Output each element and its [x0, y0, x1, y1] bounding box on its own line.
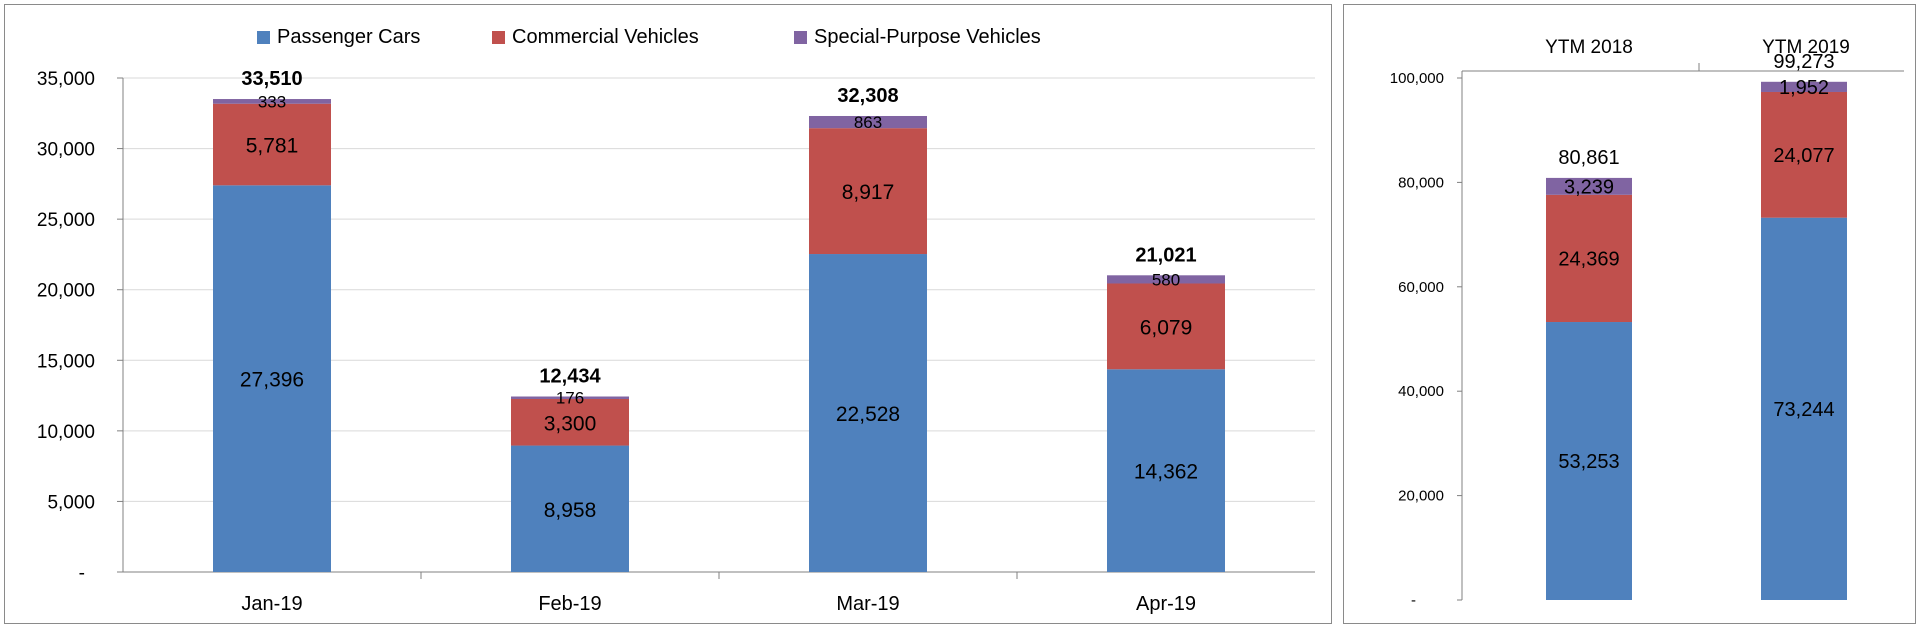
total-label-ytm-2018: 80,861	[1558, 147, 1619, 169]
bar-passenger-cars-apr-19	[1107, 369, 1225, 572]
bar-commercial-vehicles-jan-19	[213, 103, 331, 186]
ytm-chart-panel: - 20,000 40,000 60,000 80,000 100,000 53,253 24…	[1343, 4, 1916, 624]
total-label-feb-19: 12,434	[539, 366, 601, 388]
data-label-passenger-cars-ytm-2018: 53,253	[1558, 451, 1619, 473]
legend-swatch-passenger-cars	[257, 31, 270, 44]
y-tick-label: 80,000	[1398, 174, 1444, 191]
total-label-apr-19: 21,021	[1135, 244, 1196, 266]
data-label-passenger-cars-feb-19: 8,958	[544, 499, 597, 522]
bar-commercial-vehicles-ytm-2018	[1546, 194, 1632, 323]
y-tick-label: 10,000	[37, 422, 95, 443]
data-label-commercial-vehicles-ytm-2018: 24,369	[1558, 248, 1619, 270]
monthly-sales-chart: Passenger Cars Commercial Vehicles Special…	[37, 26, 1315, 615]
data-label-passenger-cars-ytm-2019: 73,244	[1773, 399, 1834, 421]
total-label-jan-19: 33,510	[241, 68, 302, 90]
data-label-commercial-vehicles-feb-19: 3,300	[544, 412, 597, 435]
y-tick-label: 25,000	[37, 210, 95, 231]
bar-special-purpose-vehicles-apr-19	[1107, 275, 1225, 284]
bar-special-purpose-vehicles-feb-19	[511, 396, 629, 399]
ytm-sales-chart: - 20,000 40,000 60,000 80,000 100,000 53,253 24…	[1390, 37, 1904, 609]
data-label-commercial-vehicles-ytm-2019: 24,077	[1773, 145, 1834, 167]
data-label-special-purpose-vehicles-mar-19: 863	[854, 113, 882, 132]
data-label-commercial-vehicles-mar-19: 8,917	[842, 181, 895, 204]
x-tick-label-apr-19: Apr-19	[1136, 593, 1196, 615]
data-label-passenger-cars-jan-19: 27,396	[240, 369, 304, 392]
bar-commercial-vehicles-ytm-2019	[1761, 91, 1847, 218]
legend-label-special-purpose-vehicles: Special-Purpose Vehicles	[814, 26, 1041, 48]
bar-commercial-vehicles-mar-19	[809, 128, 927, 255]
monthly-chart-panel: Passenger Cars Commercial Vehicles Special…	[4, 4, 1332, 624]
data-label-commercial-vehicles-apr-19: 6,079	[1140, 316, 1193, 339]
bar-passenger-cars-feb-19	[511, 445, 629, 572]
total-label-ytm-2019: 99,273	[1773, 51, 1834, 73]
legend-swatch-special-purpose-vehicles	[794, 31, 807, 44]
y-tick-label: 15,000	[37, 351, 95, 372]
y-tick-label: 35,000	[37, 69, 95, 90]
data-label-special-purpose-vehicles-ytm-2018: 3,239	[1564, 176, 1614, 198]
data-label-special-purpose-vehicles-jan-19: 333	[258, 92, 286, 111]
bar-commercial-vehicles-apr-19	[1107, 283, 1225, 370]
data-label-commercial-vehicles-jan-19: 5,781	[246, 135, 299, 158]
data-label-passenger-cars-mar-19: 22,528	[836, 403, 900, 426]
bar-commercial-vehicles-feb-19	[511, 398, 629, 446]
y-tick-label: -	[79, 563, 85, 584]
legend-label-commercial-vehicles: Commercial Vehicles	[512, 26, 699, 48]
y-tick-label: -	[1411, 592, 1416, 609]
x-tick-label-mar-19: Mar-19	[836, 593, 899, 615]
bar-special-purpose-vehicles-mar-19	[809, 115, 927, 129]
y-tick-label: 100,000	[1390, 70, 1444, 87]
bar-special-purpose-vehicles-ytm-2018	[1546, 177, 1632, 195]
x-tick-label-ytm-2019: YTM 2019	[1762, 37, 1850, 58]
y-tick-label: 20,000	[1398, 488, 1444, 505]
bar-special-purpose-vehicles-ytm-2019	[1761, 81, 1847, 92]
y-tick-label: 30,000	[37, 140, 95, 161]
x-tick-label-feb-19: Feb-19	[538, 593, 601, 615]
y-tick-label: 60,000	[1398, 279, 1444, 296]
data-label-special-purpose-vehicles-feb-19: 176	[556, 389, 584, 408]
bar-passenger-cars-ytm-2019	[1761, 217, 1847, 600]
y-tick-label: 5,000	[47, 492, 95, 513]
data-label-special-purpose-vehicles-ytm-2019: 1,952	[1779, 77, 1829, 99]
total-label-mar-19: 32,308	[837, 85, 898, 107]
legend-label-passenger-cars: Passenger Cars	[277, 26, 420, 48]
data-label-special-purpose-vehicles-apr-19: 580	[1152, 270, 1180, 289]
bar-passenger-cars-jan-19	[213, 185, 331, 573]
legend-swatch-commercial-vehicles	[492, 31, 505, 44]
x-tick-label-ytm-2018: YTM 2018	[1545, 37, 1633, 58]
bar-passenger-cars-ytm-2018	[1546, 322, 1632, 600]
data-label-passenger-cars-apr-19: 14,362	[1134, 461, 1198, 484]
x-tick-label-jan-19: Jan-19	[241, 593, 302, 615]
y-tick-label: 20,000	[37, 281, 95, 302]
y-tick-label: 40,000	[1398, 383, 1444, 400]
bar-passenger-cars-mar-19	[809, 254, 927, 572]
bar-special-purpose-vehicles-jan-19	[213, 99, 331, 104]
